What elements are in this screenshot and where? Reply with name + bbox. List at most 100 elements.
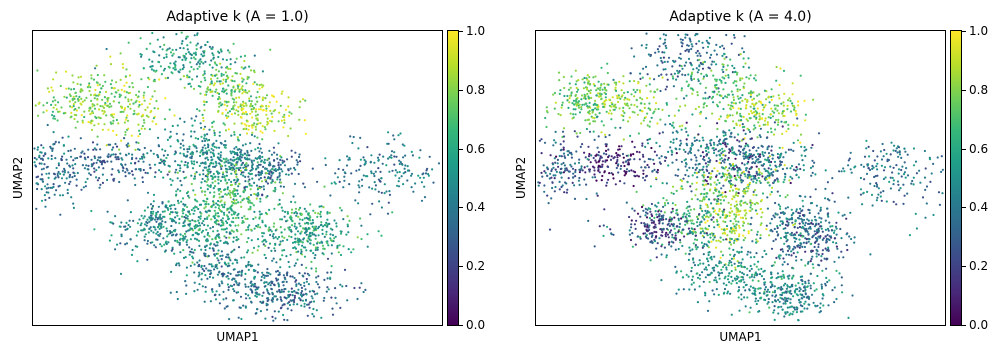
cell-point [603,82,606,85]
cell-point [787,123,790,126]
cell-point [275,279,278,282]
cell-point [101,105,104,108]
cell-point [210,265,214,268]
cell-point [643,106,646,109]
cell-point [567,170,570,173]
cell-point [715,87,718,90]
cell-point [204,290,207,293]
cell-point [401,163,404,166]
cell-point [743,147,746,150]
cell-point [540,171,543,174]
cell-point [399,132,402,135]
cell-point [212,54,215,57]
cell-point [561,184,564,187]
cell-point [202,199,205,202]
cell-point [253,227,256,230]
cell-point [888,180,891,183]
cell-point [738,153,741,156]
cell-point [570,75,573,78]
cell-point [203,76,206,79]
cell-point [371,202,374,205]
cell-point [770,145,773,148]
cell-point [208,149,211,152]
cell-point [283,303,286,306]
cell-point [797,176,800,179]
cell-point [56,172,59,175]
cell-point [209,269,212,272]
cell-point [226,283,229,286]
cell-point [722,107,725,111]
cell-point [235,161,238,164]
cell-point [293,222,296,225]
cell-point [249,193,253,197]
cell-point [217,223,220,226]
cell-point [728,151,731,154]
cell-point [605,89,608,92]
cell-point [755,165,758,168]
cell-point [95,94,98,97]
cell-point [138,103,141,107]
cell-point [591,116,594,119]
cell-point [716,127,719,131]
cell-point [904,176,907,179]
cell-point [885,152,888,155]
cell-point [180,160,183,163]
cell-point [119,78,122,81]
cell-point [324,157,327,160]
cell-point [201,146,204,149]
cell-point [615,166,618,170]
cell-point [178,222,181,225]
cell-point [615,81,618,84]
cell-point [199,217,202,220]
cell-point [206,188,209,191]
cell-point [74,157,77,160]
cell-point [239,133,242,136]
cell-point [254,128,258,131]
cell-point [43,194,46,197]
cell-point [882,169,886,172]
cell-point [777,94,780,97]
cell-point [302,182,305,185]
cell-point [867,163,870,166]
cell-point [161,220,164,223]
cell-point [569,86,572,89]
cell-point [257,245,260,248]
cell-point [293,264,296,267]
cell-point [388,193,391,196]
cell-point [266,308,269,311]
cell-point [119,110,122,114]
cell-point [280,168,283,171]
cell-point [736,88,739,91]
cell-point [758,173,761,176]
cell-point [125,221,128,224]
cell-point [758,115,761,118]
cell-point [251,105,254,108]
cell-point [110,113,113,116]
cell-point [130,170,134,173]
cell-point [206,139,209,142]
cell-point [684,33,687,36]
cell-point [397,134,400,137]
cell-point [780,102,783,105]
cell-cluster-16 [169,222,275,310]
cell-point [231,166,234,169]
cell-point [197,239,201,242]
cell-point [314,293,317,296]
cell-point [902,202,905,205]
cell-point [143,209,146,212]
cell-point [91,103,94,106]
cell-point [305,280,308,283]
cell-point [110,86,113,89]
cell-point [744,151,747,154]
cell-point [144,233,147,236]
cell-point [225,100,228,103]
cell-point [92,78,96,81]
cell-point [626,98,629,101]
cell-point [775,65,778,69]
cell-point [206,184,209,187]
cell-point [239,306,242,309]
cell-point [890,141,893,144]
cell-point [672,59,675,62]
cell-point [754,160,757,163]
cell-point [190,162,194,165]
